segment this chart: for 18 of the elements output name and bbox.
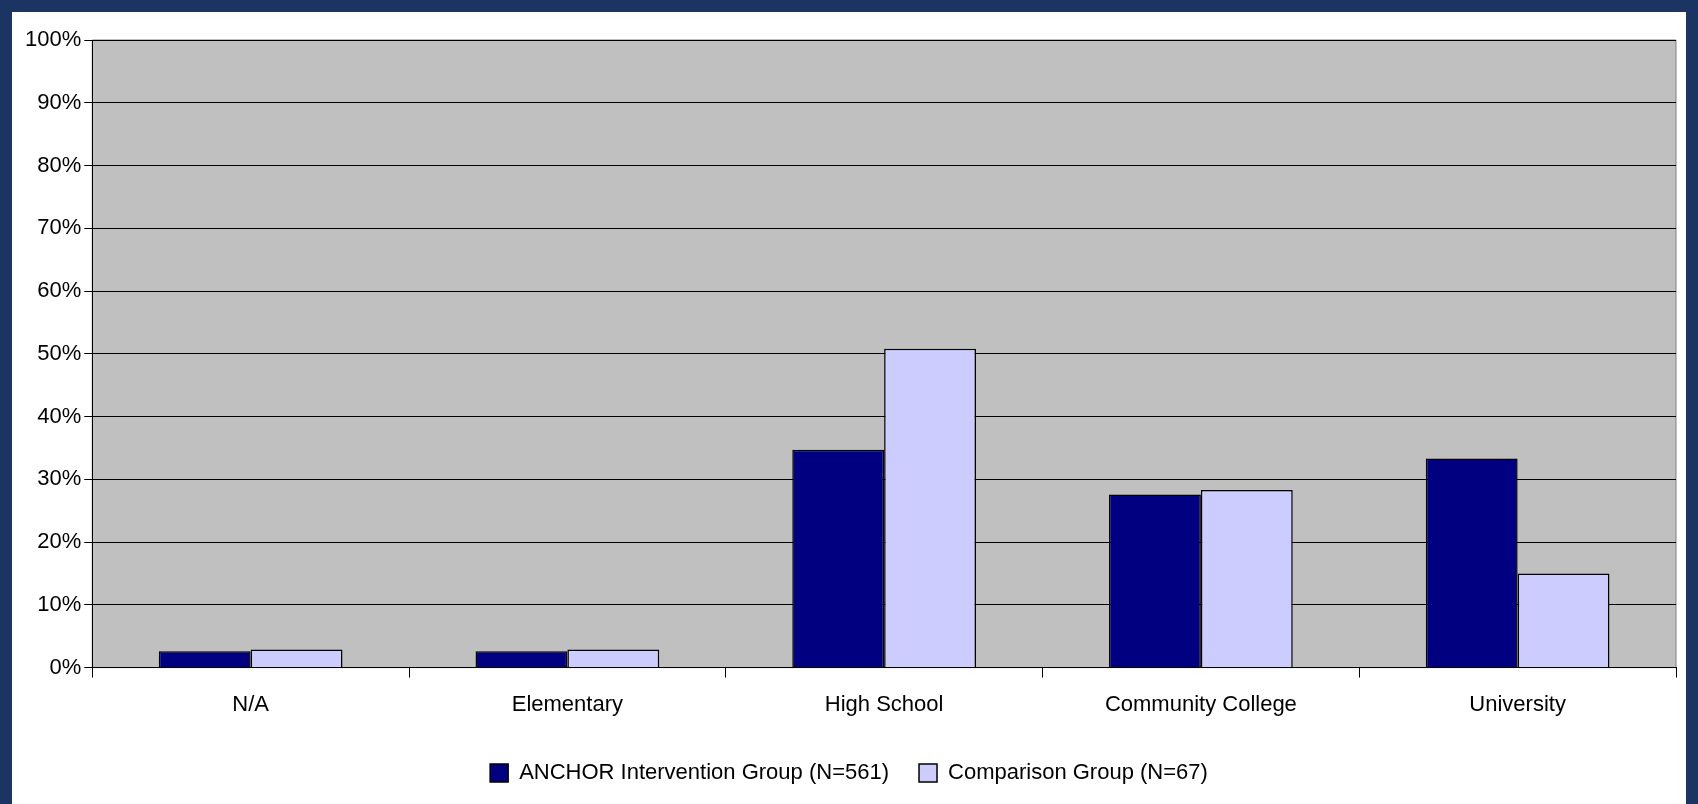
y-tick-label: 100% (24, 26, 82, 52)
y-tick-label: 70% (37, 214, 82, 240)
x-tick-label: N/A (232, 690, 270, 716)
y-tick-label: 0% (49, 653, 82, 679)
y-tick-label: 20% (37, 528, 82, 554)
y-tick-label: 10% (37, 590, 82, 616)
x-tick-label: Community College (1104, 690, 1297, 716)
y-tick-label: 40% (37, 402, 82, 428)
legend-label: Comparison Group (N=67) (948, 759, 1208, 785)
legend-label: ANCHOR Intervention Group (N=561) (519, 759, 890, 785)
y-tick-label: 30% (37, 465, 82, 491)
y-tick-label: 60% (37, 277, 82, 303)
y-tick-label: 50% (37, 339, 82, 365)
y-tick-label: 90% (37, 88, 82, 114)
y-tick-label: 80% (37, 151, 82, 177)
x-tick-label: Elementary (511, 690, 624, 716)
x-tick-label: High School (824, 690, 944, 716)
x-tick-label: University (1469, 690, 1566, 716)
